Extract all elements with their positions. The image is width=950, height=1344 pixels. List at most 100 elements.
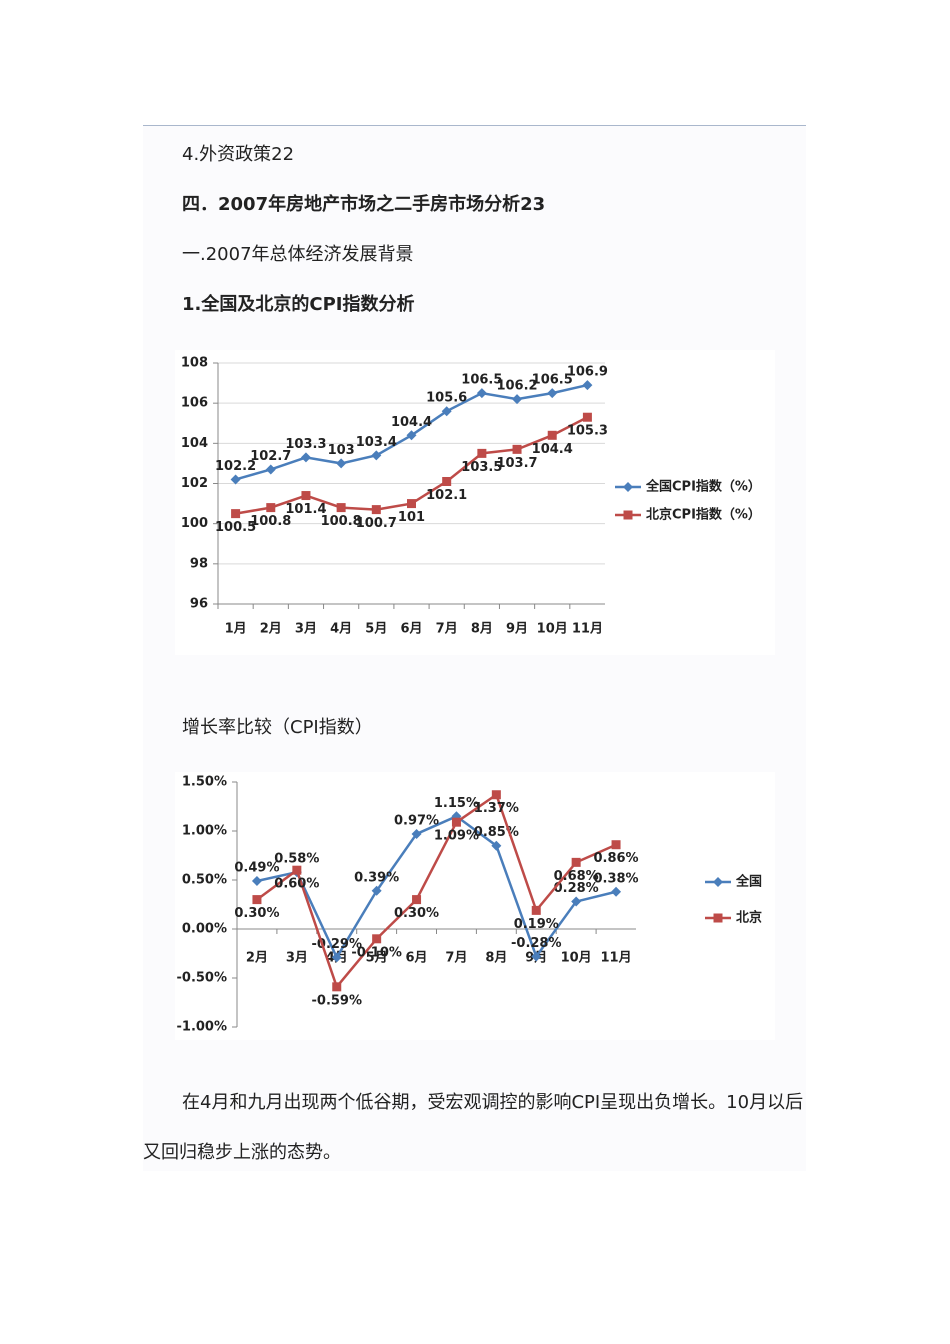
legend-label: 北京 [736, 910, 762, 926]
data-label: 106.5 [532, 373, 573, 388]
marker [571, 857, 581, 867]
data-label: 106.2 [496, 379, 537, 394]
legend-label: 全国 [735, 874, 762, 890]
data-label: 100.8 [250, 514, 291, 529]
x-tick-label: 2月 [246, 951, 268, 966]
marker [512, 394, 523, 405]
chart: -1.00%-0.50%0.00%0.50%1.00%1.50%2月3月4月5月… [175, 772, 775, 1040]
y-tick-label: 1.00% [182, 824, 227, 839]
x-tick-label: 3月 [286, 951, 308, 966]
data-label: 0.58% [274, 852, 319, 867]
data-label: -0.28% [511, 936, 562, 951]
marker [407, 499, 416, 509]
x-tick-label: 7月 [436, 622, 458, 637]
legend-label: 全国CPI指数（%） [645, 479, 761, 495]
marker [441, 406, 452, 417]
marker [531, 951, 542, 962]
legend-label: 北京CPI指数（%） [646, 507, 761, 523]
series-line [256, 814, 617, 961]
marker [332, 982, 342, 992]
marker [251, 875, 262, 886]
marker [300, 452, 311, 463]
marker [512, 444, 522, 454]
marker [531, 905, 541, 915]
section-heading: 四．2007年房地产市场之二手房市场分析23 [182, 194, 546, 215]
data-label: 0.28% [554, 881, 599, 896]
data-label: 0.19% [514, 917, 559, 932]
y-tick-label: 102 [181, 476, 208, 491]
data-label: -0.10% [351, 945, 402, 960]
marker [571, 896, 582, 907]
x-tick-label: 8月 [471, 622, 493, 637]
chart-bg [175, 772, 775, 1040]
marker [582, 380, 593, 391]
legend-marker [713, 877, 723, 887]
x-tick-label: 10月 [537, 622, 568, 637]
marker [547, 430, 557, 440]
subsection-heading: 一.2007年总体经济发展背景 [182, 244, 414, 265]
data-label: 100.5 [215, 520, 256, 535]
marker [266, 503, 276, 513]
marker [611, 886, 622, 897]
marker [371, 505, 381, 515]
y-tick-label: 106 [181, 396, 208, 411]
data-label: 106.9 [567, 365, 608, 380]
data-label: 105.6 [426, 391, 467, 406]
data-label: 1.15% [434, 796, 479, 811]
x-tick-label: 7月 [445, 951, 467, 966]
y-tick-label: -1.00% [177, 1020, 228, 1035]
data-label: 100.8 [321, 514, 362, 529]
marker [231, 509, 241, 519]
series-line [256, 792, 617, 990]
data-label: 102.7 [250, 449, 291, 464]
data-label: 101 [398, 510, 425, 525]
y-tick-label: 100 [181, 516, 208, 531]
marker [491, 840, 502, 851]
x-tick-label: 11月 [572, 622, 603, 637]
data-label: -0.59% [312, 993, 363, 1008]
x-tick-label: 11月 [601, 951, 632, 966]
y-tick-label: 1.50% [182, 775, 227, 790]
marker [477, 448, 487, 458]
x-tick-label: 1月 [225, 622, 247, 637]
data-label: 0.97% [394, 813, 439, 828]
x-tick-label: 5月 [365, 622, 387, 637]
toc-line: 4.外资政策22 [182, 144, 295, 165]
paragraph: 在4月和九月出现两个低谷期，受宏观调控的影响CPI呈现出负增长。10月以后又回归… [143, 1092, 804, 1163]
y-tick-label: 96 [190, 597, 208, 612]
y-tick-label: -0.50% [177, 971, 228, 986]
x-tick-label: 4月 [330, 622, 352, 637]
data-label: 0.38% [593, 871, 638, 886]
y-tick-label: 0.50% [182, 873, 227, 888]
marker [301, 491, 311, 501]
legend-marker [713, 913, 723, 923]
data-label: 103 [328, 443, 355, 458]
marker [331, 952, 342, 963]
data-label: 0.30% [234, 906, 279, 921]
x-tick-label: 3月 [295, 622, 317, 637]
y-tick-label: 104 [181, 436, 208, 451]
marker [372, 934, 382, 944]
data-label: 103.4 [356, 435, 397, 450]
marker [252, 895, 262, 905]
data-label: 102.1 [426, 488, 467, 503]
marker [411, 828, 422, 839]
marker [412, 895, 422, 905]
marker [491, 790, 501, 800]
marker [582, 412, 592, 422]
data-label: 101.4 [285, 502, 326, 517]
chart: 96 98 100 102 104 106 108 1月 2月 3月 4月 5月 6月 7月 8月 9月 10月… [175, 350, 775, 655]
data-label: 0.49% [234, 860, 279, 875]
data-label: 0.30% [394, 906, 439, 921]
marker [611, 840, 621, 850]
marker [547, 388, 558, 399]
chart-heading: 1.全国及北京的CPI指数分析 [182, 294, 415, 315]
y-tick-label: 0.00% [182, 922, 227, 937]
data-label: 103.5 [461, 460, 502, 475]
marker [336, 458, 347, 469]
data-label: 103.7 [496, 456, 537, 471]
y-tick-label: 98 [190, 556, 208, 571]
x-tick-label: 6月 [400, 622, 422, 637]
marker [265, 464, 276, 475]
